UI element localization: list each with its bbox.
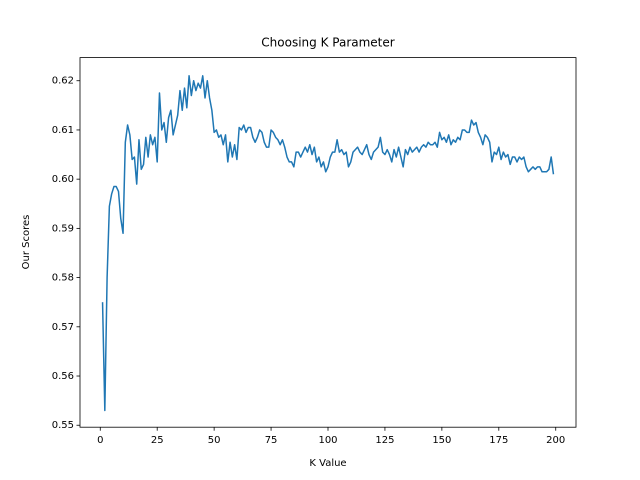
y-tick-label: 0.61 [52, 125, 74, 136]
chart-title: Choosing K Parameter [261, 36, 394, 50]
x-tick-label: 200 [546, 435, 565, 446]
y-tick-label: 0.58 [52, 273, 74, 284]
x-tick-label: 125 [375, 435, 394, 446]
x-axis-label: K Value [309, 458, 346, 469]
y-tick-label: 0.62 [52, 76, 74, 87]
y-tick-label: 0.55 [52, 420, 74, 431]
x-tick-label: 50 [208, 435, 221, 446]
y-tick-label: 0.60 [52, 174, 74, 185]
y-tick-label: 0.57 [52, 322, 74, 333]
y-tick-label: 0.59 [52, 223, 74, 234]
x-tick-label: 0 [97, 435, 103, 446]
x-tick-label: 150 [432, 435, 451, 446]
x-tick-label: 25 [151, 435, 164, 446]
x-tick-label: 175 [489, 435, 508, 446]
y-tick-label: 0.56 [52, 371, 74, 382]
plot-frame [79, 57, 577, 428]
x-tick-label: 75 [265, 435, 278, 446]
line-series [101, 75, 555, 412]
x-tick-label: 100 [318, 435, 337, 446]
y-axis-label: Our Scores [21, 215, 32, 270]
